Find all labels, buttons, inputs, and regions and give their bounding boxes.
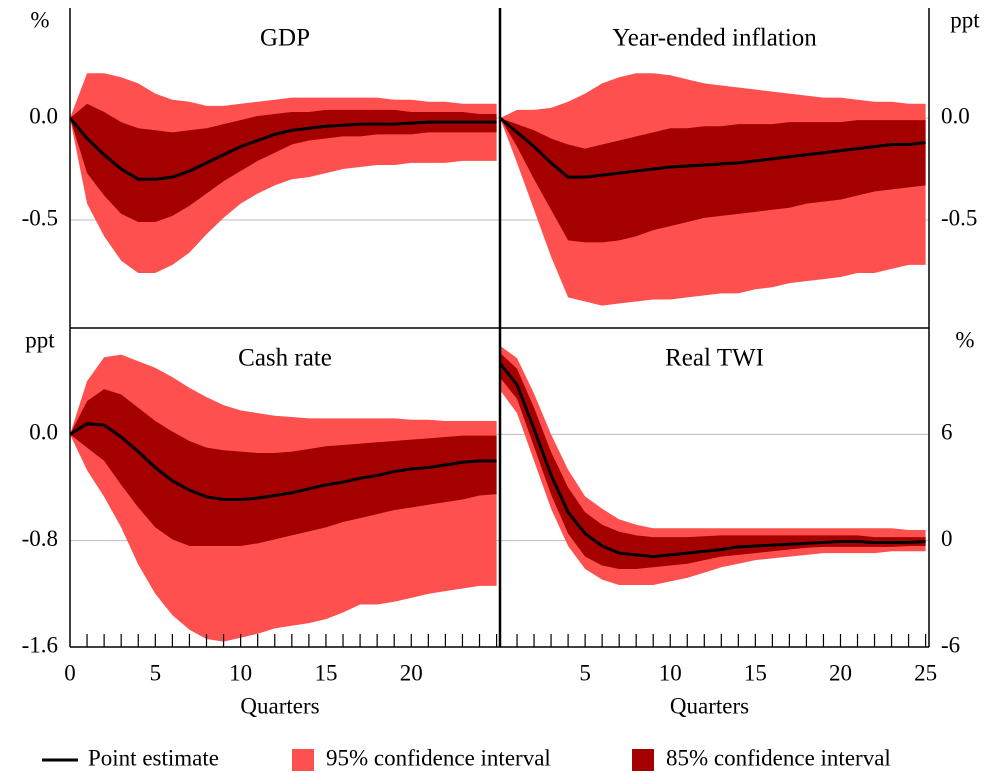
y-tick-label: 0.0 (29, 420, 58, 445)
x-tick-label: 20 (400, 660, 423, 685)
y-tick-label: 0 (941, 526, 953, 551)
x-tick-label: 15 (314, 660, 337, 685)
legend-swatch (292, 749, 314, 771)
x-tick-label: 15 (744, 660, 767, 685)
x-axis-label: Quarters (240, 693, 319, 718)
y-tick-label: 0.0 (29, 103, 58, 128)
confidence-band (500, 345, 926, 585)
legend-label: 95% confidence interval (326, 745, 551, 770)
y-tick-label: -0.5 (941, 205, 977, 230)
y-tick-label: -0.5 (22, 205, 58, 230)
point-estimate-line (500, 116, 926, 179)
legend-label: Point estimate (88, 745, 219, 770)
x-tick-label: 10 (659, 660, 682, 685)
x-tick-label: 20 (829, 660, 852, 685)
y-unit-label: ppt (950, 7, 980, 32)
legend-label: 85% confidence interval (666, 745, 891, 770)
panel-title: GDP (260, 25, 310, 52)
x-tick-label: 5 (150, 660, 162, 685)
y-tick-label: -6 (941, 632, 960, 657)
x-tick-label: 25 (914, 660, 937, 685)
x-tick-label: 0 (64, 660, 76, 685)
panel-title: Real TWI (665, 345, 764, 372)
panel (500, 345, 929, 647)
confidence-band (70, 103, 497, 223)
x-axis-label: Quarters (670, 693, 749, 718)
x-tick-label: 5 (579, 660, 591, 685)
y-unit-label: ppt (25, 327, 55, 352)
panel-title: Year-ended inflation (612, 25, 817, 52)
panel-title: Cash rate (238, 345, 332, 372)
panel (70, 73, 500, 273)
y-tick-label: -1.6 (22, 632, 58, 657)
y-unit-label: % (955, 327, 974, 352)
legend-swatch (632, 749, 654, 771)
point-estimate-line (70, 422, 497, 501)
y-unit-label: % (30, 7, 49, 32)
y-tick-label: 0.0 (941, 103, 970, 128)
confidence-band (70, 389, 497, 546)
point-estimate-line (70, 117, 497, 181)
panel (500, 73, 929, 306)
x-tick-label: 10 (229, 660, 252, 685)
point-estimate-line (500, 362, 926, 559)
panel (70, 354, 500, 647)
confidence-band (500, 118, 926, 243)
y-tick-label: -0.8 (22, 526, 58, 551)
y-tick-label: 6 (941, 420, 953, 445)
